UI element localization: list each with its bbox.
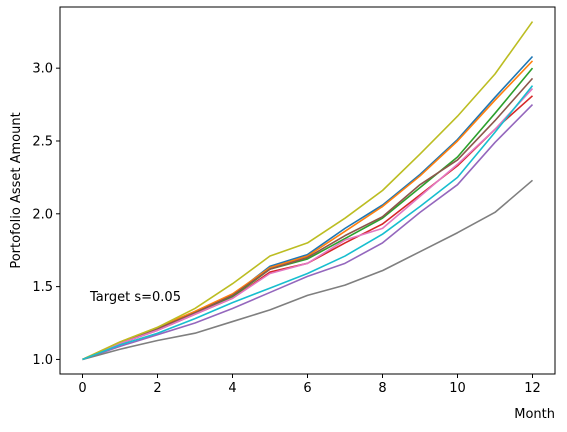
- y-tick-label: 1.0: [32, 353, 53, 368]
- series-line-9: [82, 21, 534, 361]
- x-axis-label: Month: [514, 407, 555, 422]
- x-tick-label: 4: [228, 381, 236, 396]
- y-tick-label: 2.0: [32, 207, 53, 222]
- target-annotation: Target s=0.05: [89, 290, 181, 305]
- x-tick-label: 10: [449, 381, 466, 396]
- y-tick-label: 3.0: [32, 62, 53, 77]
- y-axis-ticks: 1.0 1.5 2.0 2.5 3.0: [32, 62, 60, 368]
- series-line-3: [82, 67, 534, 361]
- series-line-5: [82, 104, 534, 361]
- x-tick-label: 2: [153, 381, 161, 396]
- x-axis-ticks: 0 2 4 6 8 10 12: [78, 374, 541, 396]
- x-tick-label: 8: [378, 381, 386, 396]
- series-line-2: [82, 60, 534, 361]
- y-axis-label: Portofolio Asset Amount: [9, 112, 24, 268]
- x-tick-label: 6: [303, 381, 311, 396]
- series-line-10: [82, 85, 534, 361]
- series-layer: [82, 21, 534, 361]
- y-tick-label: 2.5: [32, 134, 53, 149]
- series-line-4: [82, 95, 534, 361]
- plot-frame: [59, 6, 556, 375]
- series-line-8: [82, 179, 534, 361]
- series-line-1: [82, 55, 534, 361]
- series-line-7: [82, 88, 534, 361]
- x-tick-label: 0: [78, 381, 86, 396]
- x-tick-label: 12: [524, 381, 541, 396]
- y-tick-label: 1.5: [32, 280, 53, 295]
- series-line-6: [82, 77, 534, 361]
